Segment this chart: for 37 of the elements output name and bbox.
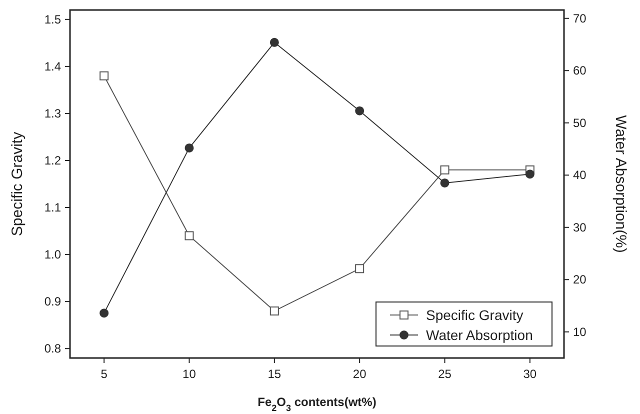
point (100, 308, 109, 318)
point (184, 143, 194, 152)
legend-label: Specific Gravity (426, 307, 524, 323)
y-tick-label: 1.1 (44, 200, 62, 215)
y2-tick-label: 60 (573, 64, 587, 78)
y-tick-label: 1.3 (44, 106, 62, 120)
y2-axis-title: Water Absorption(%) (612, 115, 629, 253)
y-tick-label: 1.0 (44, 248, 62, 262)
y-tick-label: 0.8 (44, 342, 62, 356)
x-tick-label: 20 (352, 367, 367, 381)
x-tick-label: 25 (438, 367, 452, 381)
point (440, 178, 450, 188)
point (355, 264, 364, 274)
x-axis-title: Fe$_{2}$O$_{3}$ contents(wt%) (258, 395, 376, 413)
point (270, 306, 279, 316)
y-tick-label: 1.2 (44, 153, 62, 168)
y2-tick-label: 50 (573, 116, 587, 130)
point (355, 106, 364, 116)
x-tick-label: 10 (182, 367, 196, 381)
x-tick-label: 30 (523, 367, 537, 381)
y2-tick-label: 70 (573, 11, 587, 26)
point (184, 231, 194, 240)
point (270, 38, 279, 47)
y2-tick-label: 30 (573, 220, 587, 234)
point (525, 170, 534, 179)
legend-label: Water Absorption (426, 327, 533, 343)
x-tick-label: 15 (268, 367, 282, 381)
x-tick-label: 5 (100, 367, 108, 381)
point (100, 71, 109, 80)
y2-tick-label: 40 (573, 168, 587, 182)
y2-tick-label: 20 (573, 272, 587, 287)
y-tick-label: 1.4 (44, 59, 62, 74)
y2-tick-label: 10 (573, 324, 587, 339)
y-tick-label: 1.5 (44, 12, 62, 26)
y-tick-label: 0.9 (44, 294, 62, 309)
point (440, 165, 450, 174)
y-axis-title: Specific Gravity (9, 131, 26, 236)
